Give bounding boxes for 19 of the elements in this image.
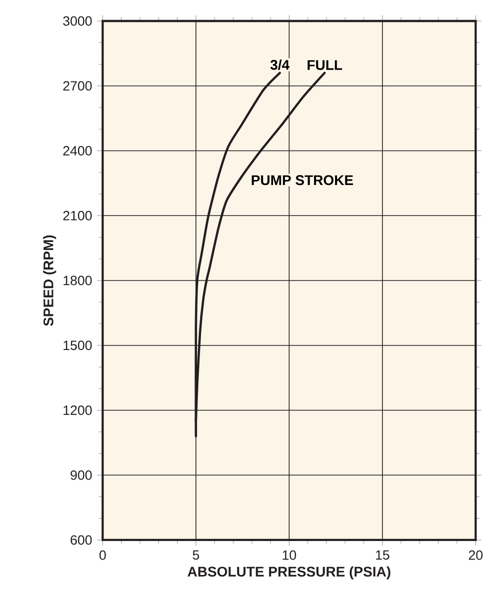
y-tick-label: 1500 (64, 340, 92, 350)
y-axis-title: SPEED (RPM) (43, 235, 56, 326)
y-tick-label: 1200 (64, 406, 92, 415)
x-tick-label: 15 (376, 550, 390, 560)
x-tick-label: 5 (192, 550, 200, 560)
y-tick-label: 2100 (63, 210, 92, 220)
series-label: FULL (308, 60, 342, 70)
y-tick-label: 1800 (64, 276, 92, 286)
annotation: PUMP STROKE (252, 175, 353, 186)
x-tick-label: 20 (468, 550, 483, 560)
x-tick-label: 0 (99, 550, 106, 560)
y-tick-label: 600 (70, 535, 92, 545)
y-tick-label: 2700 (63, 81, 92, 91)
y-tick-label: 2400 (63, 146, 92, 156)
y-tick-label: 3000 (63, 16, 92, 26)
series-label: 3/4 (270, 60, 290, 70)
x-tick-label: 10 (282, 550, 296, 560)
x-axis-title: ABSOLUTE PRESSURE (PSIA) (188, 566, 390, 580)
y-tick-label: 900 (70, 470, 92, 480)
